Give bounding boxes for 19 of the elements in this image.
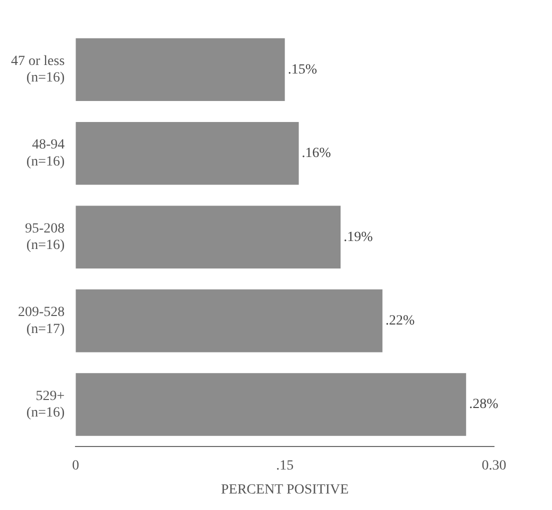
bar bbox=[76, 289, 382, 352]
data-label: .19% bbox=[344, 230, 374, 245]
x-tick-label: 0.30 bbox=[482, 458, 506, 474]
bar bbox=[76, 373, 466, 436]
x-tick-label: .15 bbox=[276, 458, 294, 474]
x-axis-title: PERCENT POSITIVE bbox=[220, 482, 349, 498]
data-label: .28% bbox=[469, 397, 499, 412]
y-tick-label: 47 or less (n=16) bbox=[10, 54, 65, 86]
y-tick-label: 209-528 (n=17) bbox=[18, 305, 65, 337]
y-tick-label: 95-208 (n=16) bbox=[24, 221, 65, 254]
x-tick-label: 0 bbox=[72, 458, 80, 474]
data-label: .16% bbox=[302, 146, 332, 162]
bar bbox=[76, 122, 299, 185]
bar bbox=[76, 38, 285, 102]
bar bbox=[76, 206, 341, 268]
y-tick-label: 529+ (n=16) bbox=[26, 388, 65, 421]
data-label: .15% bbox=[288, 62, 318, 78]
y-tick-label: 48-94 (n=16) bbox=[26, 138, 65, 170]
data-label: .22% bbox=[385, 313, 415, 328]
